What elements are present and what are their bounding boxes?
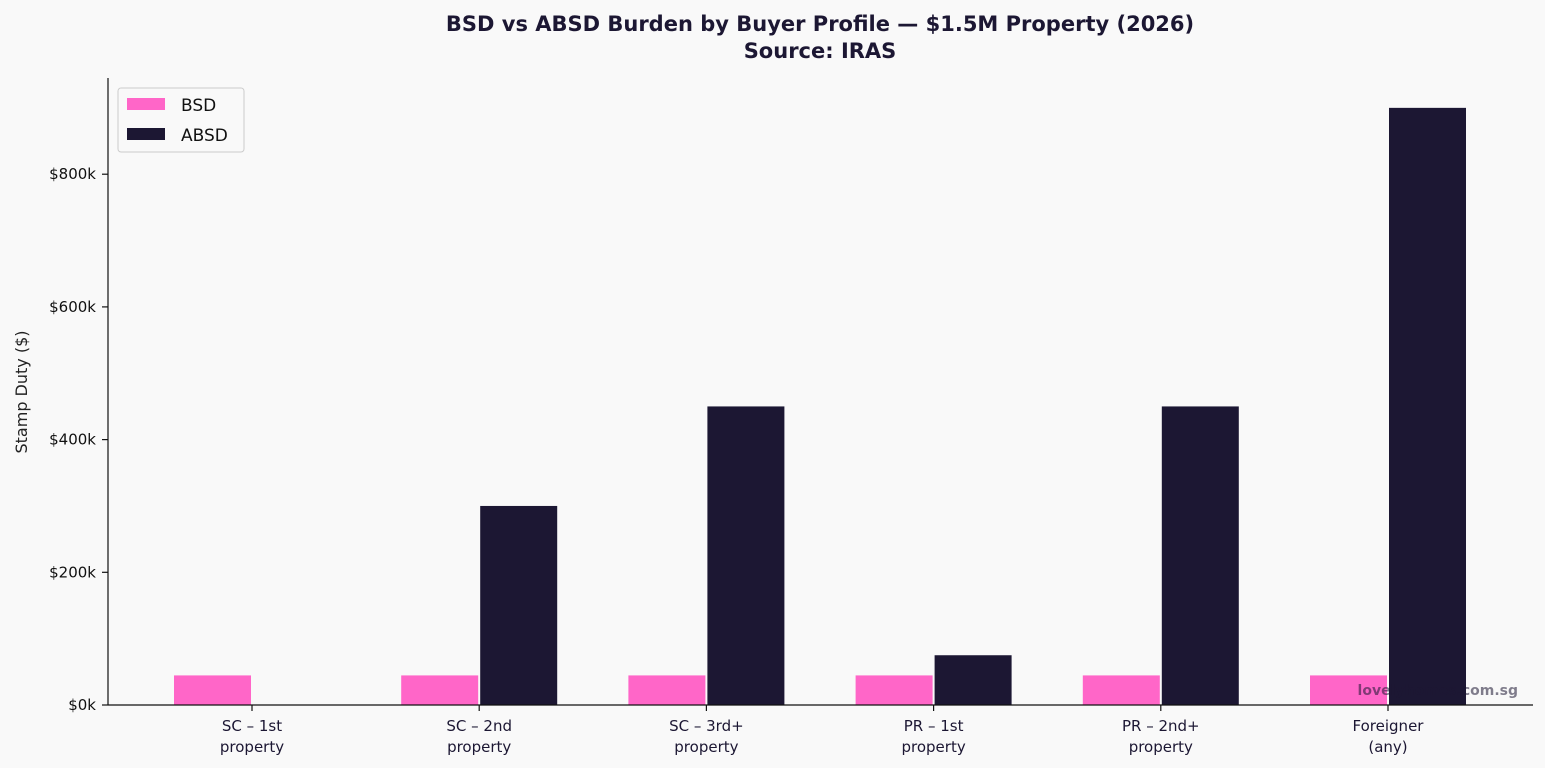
x-tick-label-0-line-0: SC – 1st xyxy=(222,717,282,735)
x-tick-label-2-line-0: SC – 3rd+ xyxy=(669,717,744,735)
bar-bsd-1 xyxy=(401,675,479,705)
legend-label-bsd: BSD xyxy=(181,96,216,116)
x-tick-label-4-line-0: PR – 2nd+ xyxy=(1122,717,1200,735)
legend-swatch-absd xyxy=(127,128,165,140)
y-tick-label-1: $200k xyxy=(49,563,96,581)
y-tick-label-3: $600k xyxy=(49,298,96,316)
y-tick-label-2: $400k xyxy=(49,431,96,449)
bar-absd-4 xyxy=(1161,406,1239,705)
bar-bsd-5 xyxy=(1310,675,1387,705)
y-axis: $0k $200k $400k $600k $800k xyxy=(49,165,108,714)
chart-subtitle: Source: IRAS xyxy=(744,39,897,63)
x-tick-label-5-line-0: Foreigner xyxy=(1353,717,1425,735)
x-tick-label-1-line-0: SC – 2nd xyxy=(446,717,512,735)
x-tick-label-1-line-1: property xyxy=(447,738,511,756)
y-axis-label: Stamp Duty ($) xyxy=(12,330,31,453)
bar-absd-3 xyxy=(934,655,1012,705)
x-tick-label-5-line-1: (any) xyxy=(1368,738,1407,756)
chart-title: BSD vs ABSD Burden by Buyer Profile — $1… xyxy=(446,12,1194,36)
x-axis: SC – 1st property SC – 2nd property SC – 3rd… xyxy=(220,705,1424,756)
x-tick-label-2-line-1: property xyxy=(674,738,738,756)
watermark: lovelyhomes.com.sg xyxy=(1358,683,1518,699)
x-tick-label-3-line-1: property xyxy=(901,738,965,756)
y-tick-label-4: $800k xyxy=(49,165,96,183)
x-tick-label-3-line-0: PR – 1st xyxy=(904,717,964,735)
bars-group xyxy=(174,107,1466,706)
bar-absd-2 xyxy=(707,406,785,705)
bar-bsd-3 xyxy=(855,675,933,705)
y-tick-label-0: $0k xyxy=(68,696,96,714)
x-tick-label-0-line-1: property xyxy=(220,738,284,756)
legend: BSD ABSD xyxy=(117,87,245,153)
legend-swatch-bsd xyxy=(127,98,165,110)
bar-absd-1 xyxy=(480,505,558,705)
bar-bsd-4 xyxy=(1082,675,1160,705)
bar-bsd-2 xyxy=(628,675,706,705)
legend-label-absd: ABSD xyxy=(181,126,228,146)
bar-absd-5 xyxy=(1389,107,1466,706)
bar-bsd-0 xyxy=(174,675,251,705)
x-tick-label-4-line-1: property xyxy=(1129,738,1193,756)
